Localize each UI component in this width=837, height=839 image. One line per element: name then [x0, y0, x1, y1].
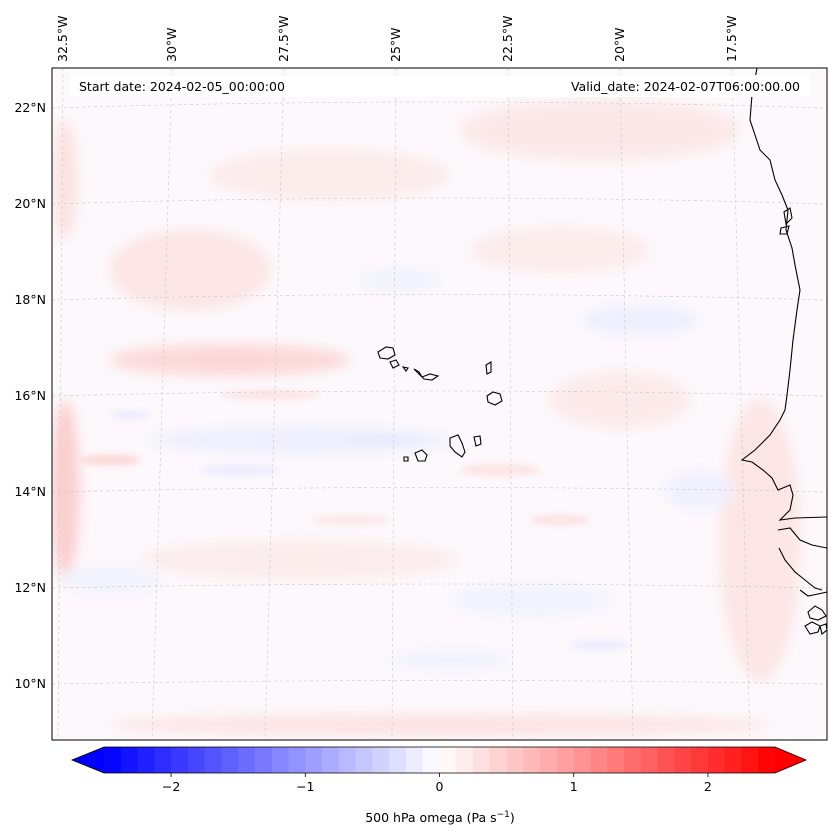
valid-date-label: Valid_date: 2024-02-07T06:00:00.00	[571, 79, 800, 94]
colorbar-step	[456, 747, 474, 773]
colorbar-step	[607, 747, 625, 773]
colorbar-tick-label: 0	[436, 779, 444, 794]
island-fogo	[414, 449, 428, 462]
colorbar-outline	[70, 746, 808, 774]
colorbar-tick-label: 2	[704, 779, 712, 794]
island-sal	[485, 361, 492, 375]
island-sao-nicolau	[413, 368, 440, 381]
colorbar-step	[758, 747, 776, 773]
island-santa-luzia	[401, 366, 409, 372]
colorbar-ticks: −2 −1 0 1 2	[162, 773, 712, 794]
lat-label: 10°N	[14, 676, 46, 691]
lon-label: 17.5°W	[724, 16, 739, 62]
colorbar-tick-label: 1	[570, 779, 578, 794]
gridlines	[52, 68, 827, 740]
colorbar-step	[741, 747, 759, 773]
colorbar-step	[540, 747, 558, 773]
lon-label: 22.5°W	[500, 16, 515, 62]
colorbar-step	[187, 747, 206, 773]
longitude-labels: 32.5°W 30°W 27.5°W 25°W 22.5°W 20°W 17.5…	[55, 16, 739, 62]
colorbar-step	[640, 747, 659, 773]
island-boa-vista	[486, 391, 503, 406]
colorbar-step	[556, 747, 575, 773]
lat-label: 12°N	[14, 580, 46, 595]
colorbar-step	[707, 747, 726, 773]
colorbar-step	[254, 747, 273, 773]
colorbar-step	[271, 747, 290, 773]
colorbar-step	[355, 747, 374, 773]
colorbar-step	[657, 747, 675, 773]
start-date-label: Start date: 2024-02-05_00:00:00	[79, 79, 285, 94]
colorbar-step	[674, 747, 692, 773]
lat-label: 20°N	[14, 196, 46, 211]
latitude-labels: 22°N 20°N 18°N 16°N 14°N 12°N 10°N	[14, 100, 46, 691]
map-frame	[51, 67, 828, 741]
colorbar-step	[104, 747, 122, 773]
lon-label: 25°W	[388, 27, 403, 62]
colorbar-step	[489, 747, 508, 773]
colorbar-step	[691, 747, 709, 773]
colorbar-step	[506, 747, 524, 773]
colorbar-step	[305, 747, 323, 773]
lon-label: 27.5°W	[276, 16, 291, 62]
colorbar-step	[238, 747, 256, 773]
header-band	[70, 75, 810, 97]
colorbar-step	[724, 747, 743, 773]
colorbar-step	[288, 747, 306, 773]
colorbar-step	[523, 747, 541, 773]
colorbar-step	[372, 747, 390, 773]
colorbar-step	[221, 747, 239, 773]
coastline	[377, 68, 827, 635]
island-sao-vicente	[389, 359, 400, 369]
colorbar-step	[624, 747, 642, 773]
colorbar-step	[171, 747, 189, 773]
colorbar-tick-label: −2	[162, 779, 180, 794]
colorbar: −2 −1 0 1 2 500 hPa omega (Pa s−1)	[70, 746, 808, 825]
island-santiago	[449, 434, 466, 458]
colorbar-step	[590, 747, 608, 773]
colorbar-step	[473, 747, 491, 773]
colorbar-tick-label: −1	[296, 779, 314, 794]
map-panel: Start date: 2024-02-05_00:00:00 Valid_da…	[51, 67, 828, 741]
colorbar-step	[137, 747, 155, 773]
colorbar-step	[389, 747, 407, 773]
colorbar-extend-high	[775, 747, 806, 773]
colorbar-step	[338, 747, 357, 773]
lat-label: 14°N	[14, 484, 46, 499]
colorbar-step	[439, 747, 457, 773]
lat-label: 18°N	[14, 292, 46, 307]
colorbar-step	[422, 747, 441, 773]
lon-label: 30°W	[164, 27, 179, 62]
colorbar-step	[573, 747, 592, 773]
colorbar-extend-low	[72, 747, 104, 773]
lat-label: 16°N	[14, 388, 46, 403]
lon-label: 32.5°W	[55, 16, 70, 62]
colorbar-step	[120, 747, 139, 773]
lat-label: 22°N	[14, 100, 46, 115]
colorbar-step	[322, 747, 340, 773]
island-brava	[403, 456, 409, 462]
colorbar-label: 500 hPa omega (Pa s−1)	[365, 810, 515, 825]
colorbar-step	[154, 747, 172, 773]
colorbar-step	[405, 747, 424, 773]
omega-field	[52, 100, 800, 735]
island-maio	[473, 435, 482, 447]
colorbar-steps	[104, 747, 776, 773]
africa-coastline	[740, 68, 827, 521]
lon-label: 20°W	[612, 27, 627, 62]
colorbar-step	[204, 747, 223, 773]
island-santo-antao	[377, 346, 396, 360]
